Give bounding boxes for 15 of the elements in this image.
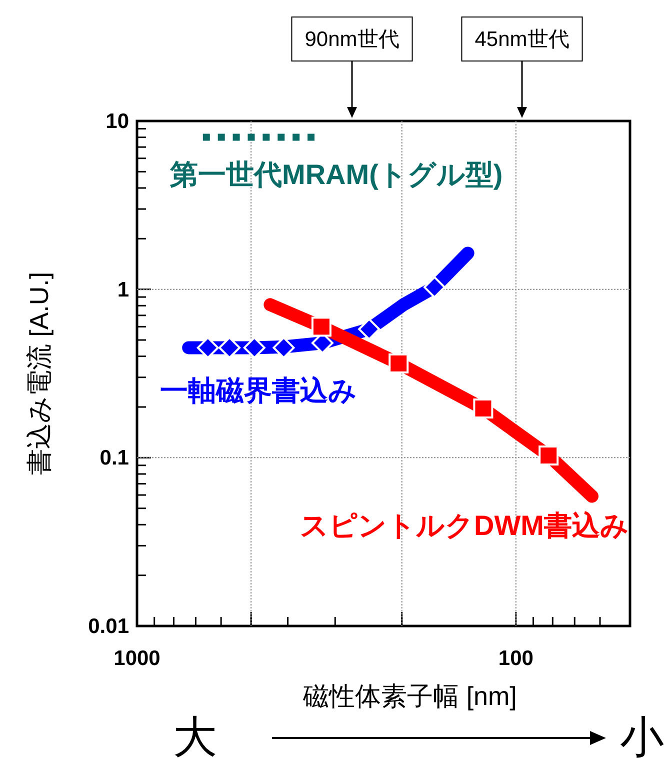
series-label: 第一世代MRAM(トグル型) [169, 159, 503, 190]
y-tick-label: 10 [106, 110, 129, 133]
text: 小 [620, 713, 664, 758]
y-tick-label: 1 [117, 278, 130, 302]
y-tick-label: 0.1 [100, 446, 130, 470]
text: 大 [173, 713, 217, 758]
text: 90nm世代 [304, 28, 400, 51]
x-axis-title: 磁性体素子幅 [nm] [302, 681, 517, 711]
text: 45nm世代 [474, 28, 570, 51]
y-tick-label: 0.01 [88, 615, 130, 638]
x-tick-label: 100 [498, 647, 534, 670]
y-axis-title: 書込み電流 [A.U.] [24, 272, 54, 476]
x-tick-label: 1000 [114, 647, 160, 670]
series-label: 一軸磁界書込み [160, 375, 357, 406]
series-label: スピントルクDWM書込み [300, 510, 629, 541]
